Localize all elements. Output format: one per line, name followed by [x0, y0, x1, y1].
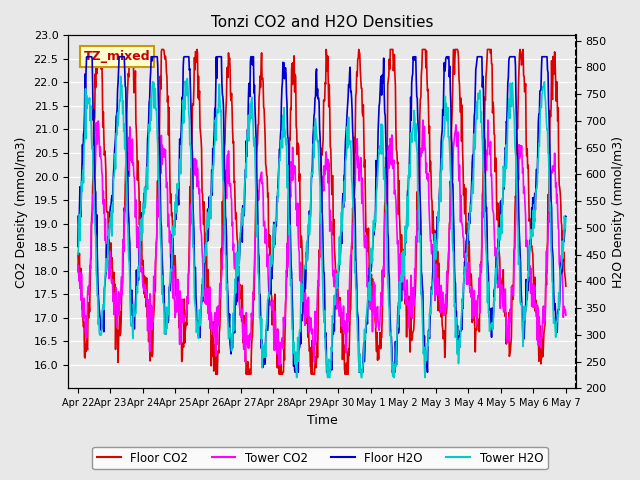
Tower H2O — [539, 91, 547, 96]
Floor H2O — [277, 126, 285, 132]
Floor H2O — [98, 325, 106, 331]
Tower H2O — [117, 73, 125, 79]
Line: Floor H2O: Floor H2O — [78, 57, 566, 372]
Tower H2O — [277, 137, 285, 143]
Tower CO2 — [74, 269, 82, 275]
Floor H2O — [562, 214, 570, 219]
Floor H2O — [362, 318, 370, 324]
Tower H2O — [562, 215, 570, 221]
Floor H2O — [291, 370, 299, 375]
Legend: Floor CO2, Tower CO2, Floor H2O, Tower H2O: Floor CO2, Tower CO2, Floor H2O, Tower H… — [92, 447, 548, 469]
Y-axis label: H2O Density (mmol/m3): H2O Density (mmol/m3) — [612, 136, 625, 288]
Floor H2O — [165, 288, 173, 293]
Tower CO2 — [562, 312, 570, 318]
Tower CO2 — [362, 233, 370, 239]
Title: Tonzi CO2 and H2O Densities: Tonzi CO2 and H2O Densities — [211, 15, 433, 30]
Line: Tower CO2: Tower CO2 — [78, 120, 566, 365]
Tower CO2 — [275, 362, 283, 368]
Text: TZ_mixed: TZ_mixed — [83, 50, 150, 63]
Floor H2O — [74, 244, 82, 250]
Floor CO2 — [539, 334, 547, 339]
Floor H2O — [83, 54, 91, 60]
Tower H2O — [74, 252, 82, 257]
Floor CO2 — [98, 57, 106, 63]
Floor CO2 — [546, 108, 554, 114]
Floor CO2 — [74, 251, 82, 256]
Tower H2O — [362, 318, 370, 324]
Tower H2O — [97, 332, 105, 338]
Tower CO2 — [546, 195, 554, 201]
Tower CO2 — [539, 319, 547, 324]
Floor CO2 — [278, 372, 285, 377]
Floor CO2 — [165, 105, 173, 110]
Tower H2O — [165, 296, 173, 302]
Tower H2O — [293, 375, 301, 381]
X-axis label: Time: Time — [307, 414, 337, 427]
Tower CO2 — [419, 117, 427, 123]
Floor CO2 — [562, 283, 570, 289]
Floor CO2 — [94, 47, 102, 52]
Floor CO2 — [362, 226, 370, 232]
Floor H2O — [539, 54, 547, 60]
Floor CO2 — [212, 372, 220, 377]
Tower H2O — [546, 200, 554, 205]
Tower CO2 — [164, 212, 172, 217]
Line: Tower H2O: Tower H2O — [78, 76, 566, 378]
Line: Floor CO2: Floor CO2 — [78, 49, 566, 374]
Floor H2O — [546, 156, 554, 162]
Tower CO2 — [97, 157, 105, 163]
Y-axis label: CO2 Density (mmol/m3): CO2 Density (mmol/m3) — [15, 136, 28, 288]
Tower CO2 — [277, 343, 285, 348]
